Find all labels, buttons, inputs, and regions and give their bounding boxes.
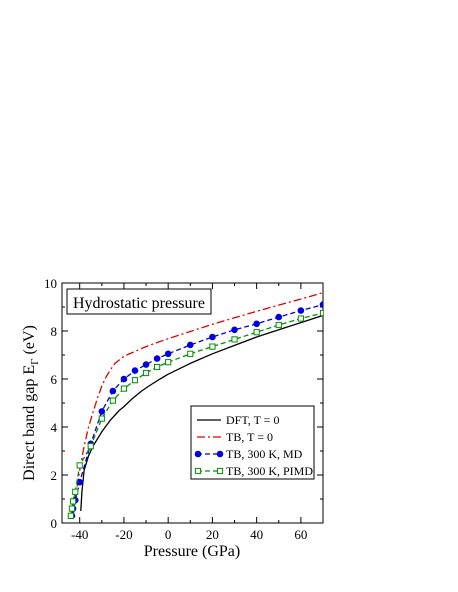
y-axis-label-sub: Γ (29, 359, 41, 365)
legend-marker-4 (194, 467, 202, 475)
legend-marker-3 (194, 450, 202, 458)
series-4-point (253, 329, 260, 336)
series-4-point (154, 363, 161, 371)
series-4-point (319, 309, 323, 317)
annotation-text: Hydrostatic pressure (73, 295, 205, 312)
x-axis-label: Pressure (GPa) (144, 543, 240, 560)
y-tick-label: 8 (51, 324, 58, 339)
legend-items: DFT, T = 0 TB, T = 0 TB, 300 K, MD TB, 300 … (194, 413, 313, 478)
x-tick-label: 20 (206, 527, 219, 542)
series-4-point (72, 488, 79, 495)
y-axis-label-unit: (eV) (21, 325, 38, 358)
series-3-point (120, 375, 128, 383)
series-3-point (142, 361, 150, 368)
y-tick-label: 10 (44, 276, 57, 291)
annotation-box: Hydrostatic pressure (66, 288, 212, 315)
legend-label-4: TB, 300 K, PIMD (226, 464, 313, 478)
series-4-point (231, 336, 238, 343)
legend: DFT, T = 0 TB, T = 0 TB, 300 K, MD TB, 300 … (190, 405, 315, 480)
x-tick-label: 60 (294, 527, 307, 542)
series-4-point (68, 505, 76, 512)
plot-frame (61, 282, 324, 524)
series-3-point (253, 320, 260, 328)
series-3-point (153, 355, 161, 362)
series-group-4 (67, 309, 323, 519)
x-tick-label: 40 (250, 527, 263, 542)
legend-marker-4 (216, 467, 224, 475)
series-3-point (131, 367, 139, 374)
series-4-point (275, 321, 282, 329)
legend-label-2: TB, T = 0 (226, 430, 273, 444)
series-4-point (98, 415, 105, 422)
series-3-point (209, 333, 216, 341)
series-4-point (120, 385, 128, 392)
ticks-layer: -40 -20 0 20 40 60 0 2 4 6 8 10 (44, 276, 324, 542)
y-axis-label-main: Direct band gap E (21, 365, 38, 481)
series-line-4 (70, 312, 323, 516)
series-line-2 (72, 291, 323, 519)
series-4-point (109, 397, 116, 404)
series-4-point (142, 369, 150, 377)
annotation-frame (66, 288, 212, 315)
series-3-point (186, 341, 194, 349)
y-tick-label: 2 (51, 468, 58, 483)
series-4-point (209, 343, 216, 350)
series-3-point (231, 326, 238, 334)
x-tick-label: -40 (71, 527, 88, 542)
legend-label-3: TB, 300 K, MD (226, 447, 303, 461)
y-tick-label: 4 (51, 420, 58, 435)
legend-frame (190, 405, 315, 480)
x-tick-label: 0 (165, 527, 172, 542)
series-3-point (164, 350, 172, 358)
series-4-point (67, 512, 74, 519)
x-tick-label: -20 (115, 527, 132, 542)
series-3-point (275, 313, 283, 321)
series-3-point (109, 387, 117, 395)
series-4-point (76, 462, 83, 469)
y-axis-label: Direct band gap EΓ (eV) (21, 325, 41, 481)
series-layer (67, 291, 323, 520)
series-4-point (131, 377, 139, 384)
series-4-point (165, 359, 172, 366)
series-4-point (297, 315, 304, 322)
series-3-point (98, 408, 106, 415)
series-4-point (69, 498, 77, 505)
series-3-point (297, 307, 305, 314)
series-4-point (187, 350, 194, 357)
legend-label-1: DFT, T = 0 (226, 413, 279, 427)
series-3-point (319, 301, 323, 308)
y-tick-label: 6 (51, 372, 58, 387)
series-4-point (87, 443, 94, 450)
series-group-2 (72, 291, 323, 519)
y-tick-label: 0 (51, 516, 58, 531)
legend-marker-3 (216, 450, 224, 458)
